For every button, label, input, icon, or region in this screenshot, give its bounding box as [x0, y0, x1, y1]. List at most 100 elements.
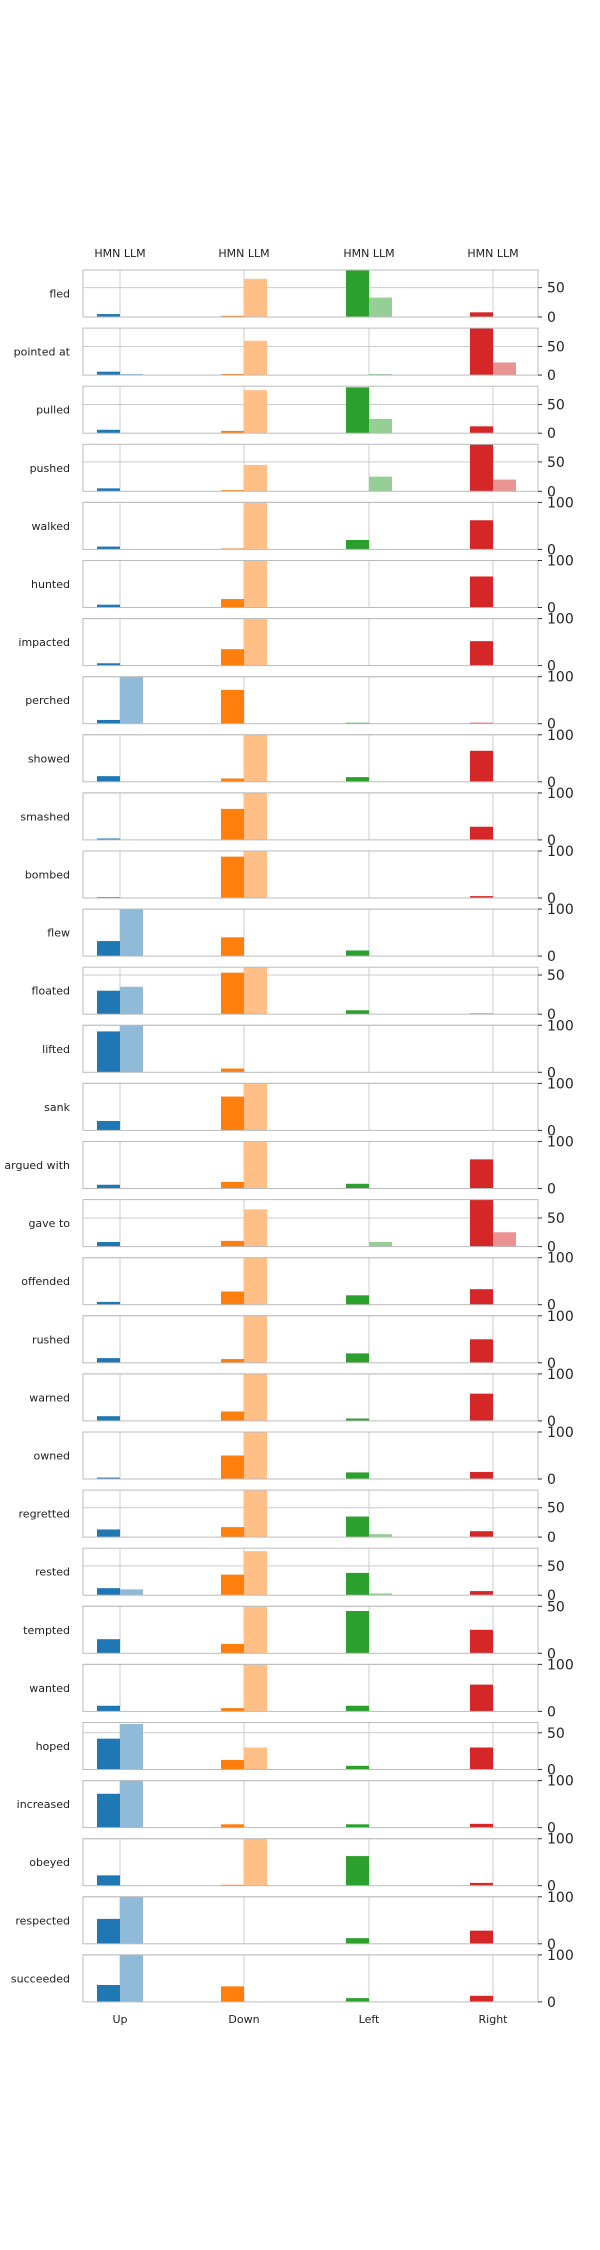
bar-hmn-down — [221, 1708, 244, 1712]
bar-hmn-left — [346, 1295, 369, 1305]
bar-hmn-right — [470, 1995, 493, 2002]
bar-llm-up — [120, 1780, 143, 1828]
bar-hmn-up — [97, 1529, 120, 1538]
bar-hmn-down — [221, 1181, 244, 1189]
panel-verb-label: offended — [21, 1275, 70, 1288]
bar-hmn-right — [470, 641, 493, 666]
panel-verb-label: impacted — [18, 636, 70, 649]
bar-hmn-up — [97, 488, 120, 492]
ytick-label: 0 — [547, 542, 556, 558]
panel-frame — [82, 1082, 539, 1131]
panel-offended: offended 0 100 — [21, 1251, 574, 1314]
panel-frame — [82, 443, 539, 492]
bar-hmn-down — [221, 315, 244, 317]
bar-hmn-left — [346, 1516, 369, 1538]
ytick-label: 0 — [547, 1704, 556, 1720]
panel-pushed: pushed 0 50 — [30, 443, 565, 500]
panel-increased: increased 0 100 — [17, 1774, 574, 1837]
panel-obeyed: obeyed 0 100 — [29, 1832, 573, 1895]
panel-frame — [82, 966, 539, 1015]
ytick-label: 100 — [547, 670, 574, 686]
ytick-label: 50 — [547, 1599, 565, 1615]
panel-smashed: smashed 0 100 — [20, 786, 573, 849]
bar-llm-down — [244, 734, 267, 782]
ytick-label: 0 — [547, 1588, 556, 1604]
panel-frame — [82, 385, 539, 434]
bar-hmn-down — [221, 1643, 244, 1654]
panel-verb-label: increased — [17, 1798, 70, 1811]
ytick-label: 0 — [547, 949, 556, 965]
bar-llm-up — [120, 1896, 143, 1944]
bar-llm-right — [493, 1232, 516, 1247]
ytick-label: 0 — [547, 1240, 556, 1256]
ytick-label: 0 — [547, 601, 556, 617]
bar-llm-down — [244, 1490, 267, 1538]
ytick-label: 0 — [547, 775, 556, 791]
bar-hmn-right — [470, 576, 493, 608]
ytick-label: 100 — [547, 1774, 574, 1790]
bar-hmn-up — [97, 990, 120, 1015]
ytick-label: 100 — [547, 1425, 574, 1441]
bar-hmn-up — [97, 1184, 120, 1189]
panel-pointed-at: pointed at 0 50 — [14, 327, 565, 384]
bar-hmn-right — [470, 1159, 493, 1189]
bar-hmn-up — [97, 546, 120, 550]
bar-hmn-left — [346, 1353, 369, 1363]
panel-verb-label: gave to — [28, 1217, 70, 1230]
panel-verb-label: showed — [28, 752, 70, 765]
bar-llm-right — [493, 362, 516, 376]
bar-hmn-down — [221, 1068, 244, 1073]
bar-hmn-left — [346, 1998, 369, 2002]
bar-hmn-up — [97, 719, 120, 724]
bar-hmn-up — [97, 429, 120, 434]
bar-hmn-down — [221, 1240, 244, 1247]
panel-frame — [82, 1199, 539, 1248]
ytick-label: 100 — [547, 1657, 574, 1673]
bar-hmn-right — [470, 1471, 493, 1479]
bar-llm-down — [244, 1432, 267, 1479]
ytick-label: 50 — [547, 1211, 565, 1227]
ytick-label: 0 — [547, 1123, 556, 1139]
bar-hmn-right — [470, 896, 493, 898]
panel-frame — [82, 676, 539, 725]
bar-hmn-left — [346, 1472, 369, 1479]
bar-hmn-right — [470, 1684, 493, 1712]
bar-hmn-down — [221, 430, 244, 434]
x-category-label-right: Right — [479, 2013, 509, 2026]
panel-verb-label: rushed — [32, 1333, 70, 1346]
panel-frame — [82, 908, 539, 957]
panel-argued-with: argued with 0 100 — [4, 1135, 573, 1198]
bar-llm-left — [369, 476, 392, 492]
bar-hmn-down — [221, 1824, 244, 1828]
panel-frame — [82, 792, 539, 841]
bar-hmn-right — [470, 1882, 493, 1886]
ytick-label: 100 — [547, 1367, 574, 1383]
panel-walked: walked 0 100 — [31, 495, 573, 558]
ytick-label: 50 — [547, 339, 565, 355]
bar-llm-down — [244, 1551, 267, 1596]
bar-llm-down — [244, 1606, 267, 1654]
bar-hmn-up — [97, 1588, 120, 1596]
bar-llm-right — [493, 479, 516, 492]
ytick-label: 100 — [547, 902, 574, 918]
bar-llm-down — [244, 340, 267, 376]
panel-verb-label: wanted — [29, 1682, 70, 1695]
panel-verb-label: owned — [34, 1450, 70, 1463]
bar-llm-down — [244, 851, 267, 898]
bar-hmn-up — [97, 1918, 120, 1944]
bar-hmn-down — [221, 778, 244, 782]
ytick-label: 0 — [547, 1937, 556, 1953]
bar-hmn-down — [221, 1096, 244, 1131]
bar-llm-up — [120, 1723, 143, 1770]
bar-hmn-up — [97, 1705, 120, 1712]
ytick-label: 50 — [547, 281, 565, 297]
ytick-label: 0 — [547, 1821, 556, 1837]
bar-hmn-right — [470, 1339, 493, 1363]
panel-frame — [82, 269, 539, 318]
panel-rushed: rushed 0 100 — [32, 1309, 574, 1372]
ytick-label: 100 — [547, 495, 574, 511]
ytick-label: 50 — [547, 455, 565, 471]
ytick-label: 50 — [547, 1726, 565, 1742]
x-category-label-left: Left — [359, 2013, 380, 2026]
bar-hmn-right — [470, 1823, 493, 1828]
